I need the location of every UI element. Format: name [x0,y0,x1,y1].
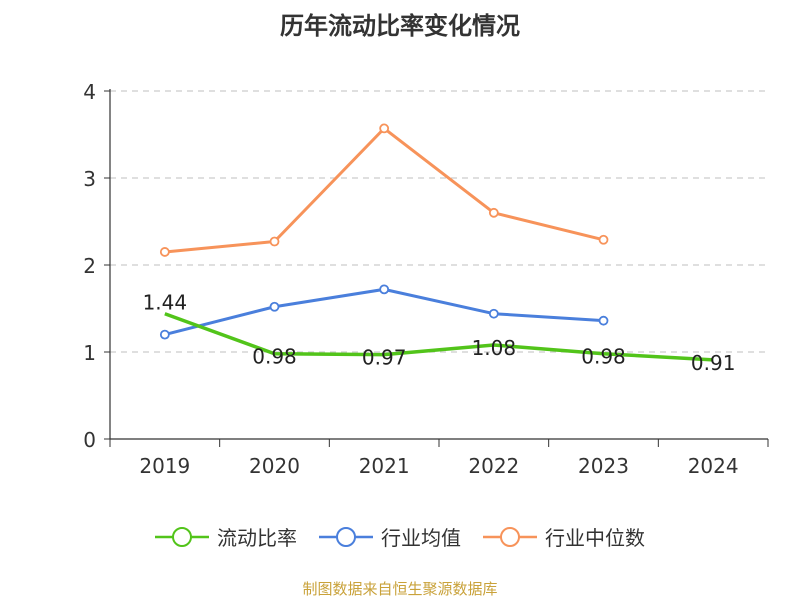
legend-label-industry-median: 行业中位数 [545,526,645,550]
legend-item-current-ratio[interactable]: 流动比率 [155,522,297,551]
x-tick-label: 2020 [249,454,300,478]
y-tick-label: 1 [83,341,96,365]
legend-swatch-industry-mean [319,526,373,547]
data-point [269,301,280,312]
data-point [488,207,499,218]
data-label: 0.91 [691,351,736,375]
legend-item-industry-mean[interactable]: 行业均值 [319,522,461,551]
y-tick-label: 0 [83,428,96,452]
x-tick-label: 2024 [688,454,739,478]
data-source-note: 制图数据来自恒生聚源数据库 [302,580,498,598]
data-point [379,284,390,295]
y-tick-label: 4 [83,80,96,104]
series-line-0 [164,312,714,362]
data-point [488,308,499,319]
x-tick-label: 2023 [578,454,629,478]
data-label: 1.44 [143,291,188,315]
y-tick-label: 2 [83,254,96,278]
x-tick-label: 2019 [139,454,190,478]
data-point [598,234,609,245]
legend-swatch-current-ratio [155,526,209,547]
series-line-1 [164,287,604,337]
data-point [269,236,280,247]
x-tick-label: 2021 [359,454,410,478]
legend-swatch-industry-median [483,526,537,547]
data-point [159,329,170,340]
legend-item-industry-median[interactable]: 行业中位数 [483,522,645,551]
legend-label-current-ratio: 流动比率 [217,526,297,550]
data-label: 0.97 [362,346,407,370]
data-label: 1.08 [472,336,517,360]
y-tick-label: 3 [83,167,96,191]
legend-label-industry-mean: 行业均值 [381,526,461,550]
data-point [159,247,170,257]
series-line-2 [164,126,604,254]
data-point [379,123,390,134]
data-label: 0.98 [252,345,297,369]
chart-legend: 流动比率 行业均值 行业中位数 [0,522,800,551]
data-label: 0.98 [581,345,626,369]
x-tick-label: 2022 [468,454,519,478]
chart-title: 历年流动比率变化情况 [280,12,520,40]
data-point [598,315,609,326]
